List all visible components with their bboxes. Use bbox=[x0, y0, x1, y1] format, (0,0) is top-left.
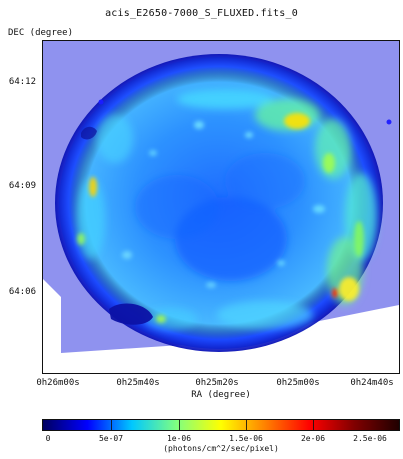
x-tick-3: 0h25m20s bbox=[195, 378, 239, 388]
image-plot-frame bbox=[42, 40, 400, 374]
interior-knots bbox=[122, 121, 325, 288]
image-plot-canvas bbox=[43, 41, 399, 373]
colorbar-tick-1 bbox=[111, 419, 112, 431]
point-source-right bbox=[386, 119, 392, 125]
colorbar-tick-4 bbox=[313, 419, 314, 431]
x-tick-1: 0h26m00s bbox=[36, 378, 80, 388]
y-axis-title: DEC (degree) bbox=[8, 28, 74, 38]
x-tick-2: 0h25m40s bbox=[116, 378, 160, 388]
colorbar-tick-3 bbox=[246, 419, 247, 431]
colorbar-label-0: 0 bbox=[45, 434, 51, 443]
x-tick-5: 0h24m40s bbox=[350, 378, 394, 388]
point-source-left bbox=[98, 99, 104, 105]
y-tick-3: 64:06 bbox=[8, 287, 36, 297]
page-title: acis_E2650-7000_S_FLUXED.fits_0 bbox=[105, 8, 298, 19]
colorbar-tick-0 bbox=[42, 419, 43, 431]
colorbar-units: (photons/cm^2/sec/pixel) bbox=[163, 444, 279, 453]
colorbar-label-4: 2e-06 bbox=[300, 434, 326, 443]
y-tick-2: 64:09 bbox=[8, 181, 36, 191]
colorbar-label-5: 2.5e-06 bbox=[353, 434, 387, 443]
colorbar bbox=[42, 419, 400, 431]
colorbar-label-3: 1.5e-06 bbox=[229, 434, 263, 443]
colorbar-gradient bbox=[43, 420, 399, 430]
x-tick-4: 0h25m00s bbox=[276, 378, 320, 388]
colorbar-label-2: 1e-06 bbox=[166, 434, 192, 443]
colorbar-tick-5 bbox=[399, 419, 400, 431]
colorbar-label-1: 5e-07 bbox=[98, 434, 124, 443]
remnant-dark-cavity bbox=[135, 153, 305, 281]
remnant-hotspots bbox=[77, 113, 364, 323]
y-tick-1: 64:12 bbox=[8, 77, 36, 87]
colorbar-tick-2 bbox=[179, 419, 180, 431]
x-axis-title: RA (degree) bbox=[191, 390, 251, 400]
upper-left-dark-knot bbox=[81, 126, 97, 140]
lower-left-dark-lobe bbox=[109, 303, 153, 325]
